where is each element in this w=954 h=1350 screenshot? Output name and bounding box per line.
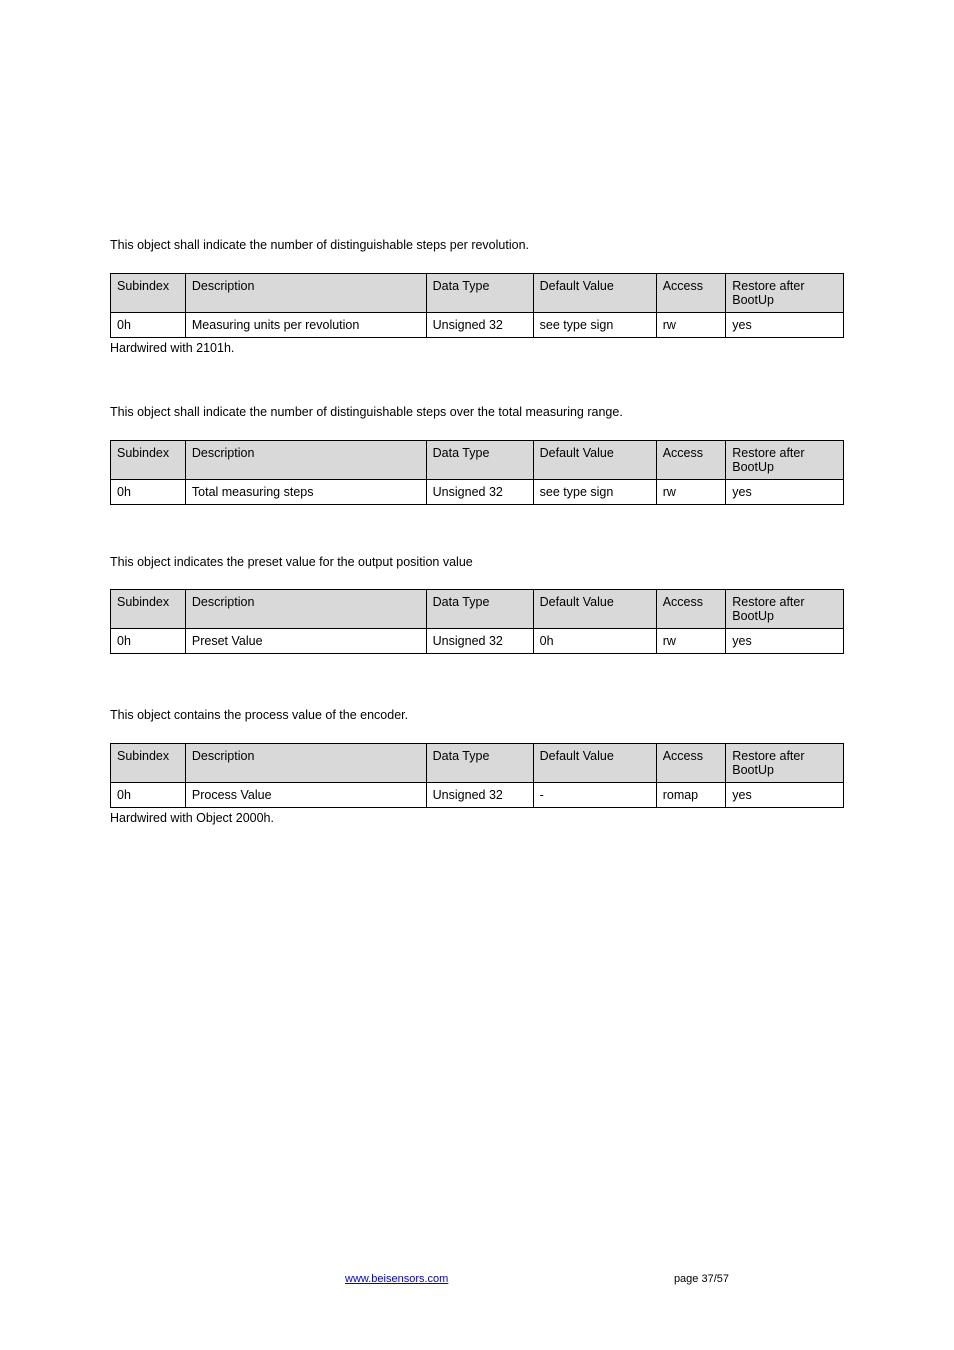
cell-restore: yes	[726, 783, 844, 808]
hdr-datatype: Data Type	[426, 440, 533, 479]
cell-default: see type sign	[533, 312, 656, 337]
cell-description: Measuring units per revolution	[185, 312, 426, 337]
cell-default: 0h	[533, 629, 656, 654]
cell-access: rw	[656, 312, 726, 337]
table-header-row: Subindex Description Data Type Default V…	[111, 590, 844, 629]
desc-text: This object indicates the preset value f…	[110, 553, 844, 572]
cell-subindex: 0h	[111, 629, 186, 654]
hdr-default: Default Value	[533, 744, 656, 783]
cell-default: -	[533, 783, 656, 808]
hdr-subindex: Subindex	[111, 590, 186, 629]
desc-text: This object shall indicate the number of…	[110, 236, 844, 255]
hdr-datatype: Data Type	[426, 590, 533, 629]
hdr-description: Description	[185, 744, 426, 783]
desc-text: This object contains the process value o…	[110, 706, 844, 725]
section-process-value: This object contains the process value o…	[110, 706, 844, 825]
cell-datatype: Unsigned 32	[426, 629, 533, 654]
cell-restore: yes	[726, 479, 844, 504]
hdr-default: Default Value	[533, 590, 656, 629]
cell-restore: yes	[726, 629, 844, 654]
hdr-subindex: Subindex	[111, 744, 186, 783]
hdr-access: Access	[656, 273, 726, 312]
cell-description: Preset Value	[185, 629, 426, 654]
note-text: Hardwired with 2101h.	[110, 341, 844, 355]
cell-subindex: 0h	[111, 312, 186, 337]
table-row: 0h Preset Value Unsigned 32 0h rw yes	[111, 629, 844, 654]
hdr-restore: Restore after BootUp	[726, 744, 844, 783]
hdr-restore: Restore after BootUp	[726, 440, 844, 479]
note-text: Hardwired with Object 2000h.	[110, 811, 844, 825]
table-row: 0h Total measuring steps Unsigned 32 see…	[111, 479, 844, 504]
cell-datatype: Unsigned 32	[426, 479, 533, 504]
desc-text: This object shall indicate the number of…	[110, 403, 844, 422]
hdr-subindex: Subindex	[111, 273, 186, 312]
table-steps-per-rev: Subindex Description Data Type Default V…	[110, 273, 844, 338]
table-preset-value: Subindex Description Data Type Default V…	[110, 589, 844, 654]
hdr-description: Description	[185, 440, 426, 479]
table-row: 0h Measuring units per revolution Unsign…	[111, 312, 844, 337]
table-header-row: Subindex Description Data Type Default V…	[111, 440, 844, 479]
hdr-access: Access	[656, 590, 726, 629]
hdr-description: Description	[185, 590, 426, 629]
table-total-steps: Subindex Description Data Type Default V…	[110, 440, 844, 505]
cell-restore: yes	[726, 312, 844, 337]
hdr-access: Access	[656, 744, 726, 783]
cell-datatype: Unsigned 32	[426, 783, 533, 808]
cell-description: Total measuring steps	[185, 479, 426, 504]
cell-default: see type sign	[533, 479, 656, 504]
section-preset-value: This object indicates the preset value f…	[110, 553, 844, 655]
page-number: page 37/57	[674, 1273, 729, 1285]
table-row: 0h Process Value Unsigned 32 - romap yes	[111, 783, 844, 808]
cell-datatype: Unsigned 32	[426, 312, 533, 337]
page-footer: www.beisensors.com page 37/57	[110, 1273, 844, 1285]
hdr-subindex: Subindex	[111, 440, 186, 479]
cell-description: Process Value	[185, 783, 426, 808]
hdr-description: Description	[185, 273, 426, 312]
hdr-datatype: Data Type	[426, 273, 533, 312]
table-header-row: Subindex Description Data Type Default V…	[111, 273, 844, 312]
cell-subindex: 0h	[111, 479, 186, 504]
cell-access: rw	[656, 479, 726, 504]
hdr-default: Default Value	[533, 273, 656, 312]
section-steps-per-rev: This object shall indicate the number of…	[110, 236, 844, 355]
hdr-access: Access	[656, 440, 726, 479]
section-total-steps: This object shall indicate the number of…	[110, 403, 844, 505]
cell-subindex: 0h	[111, 783, 186, 808]
cell-access: rw	[656, 629, 726, 654]
hdr-restore: Restore after BootUp	[726, 273, 844, 312]
hdr-restore: Restore after BootUp	[726, 590, 844, 629]
cell-access: romap	[656, 783, 726, 808]
table-header-row: Subindex Description Data Type Default V…	[111, 744, 844, 783]
table-process-value: Subindex Description Data Type Default V…	[110, 743, 844, 808]
hdr-default: Default Value	[533, 440, 656, 479]
hdr-datatype: Data Type	[426, 744, 533, 783]
footer-link[interactable]: www.beisensors.com	[345, 1273, 448, 1285]
